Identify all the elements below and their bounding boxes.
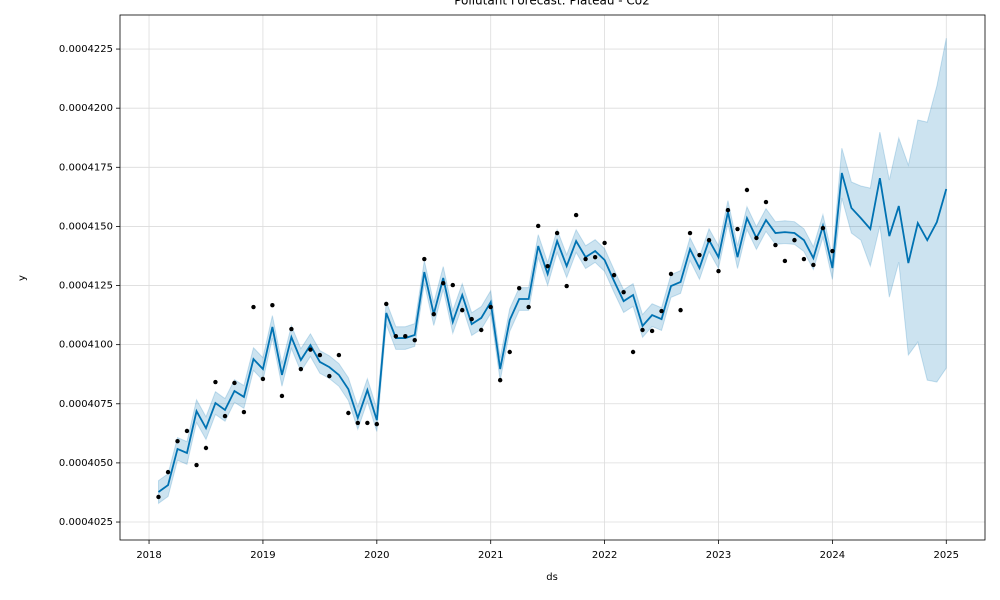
- observed-point: [554, 230, 560, 236]
- chart-title: Pollutant Forecast: Plateau - Co2: [454, 0, 650, 8]
- observed-point: [479, 327, 484, 333]
- observed-point: [279, 393, 285, 399]
- observed-point: [488, 304, 493, 310]
- observed-point: [270, 302, 275, 308]
- observed-point: [687, 230, 693, 236]
- observed-point: [431, 311, 436, 317]
- observed-point: [697, 252, 702, 258]
- observed-point: [735, 226, 740, 232]
- observed-point: [336, 352, 342, 358]
- observed-point: [782, 258, 788, 264]
- y-tick-label: 0.0004075: [59, 399, 113, 410]
- observed-point: [412, 337, 417, 343]
- x-tick-label: 2024: [820, 550, 845, 561]
- y-tick-label: 0.0004200: [59, 103, 113, 114]
- observed-point: [830, 248, 835, 254]
- observed-point: [611, 272, 617, 278]
- observed-point: [497, 377, 503, 383]
- observed-point: [422, 256, 427, 262]
- observed-point: [573, 212, 579, 218]
- x-axis-label: ds: [546, 572, 558, 583]
- observed-point: [194, 462, 199, 468]
- y-tick-label: 0.0004150: [59, 221, 113, 232]
- x-tick-label: 2022: [592, 550, 617, 561]
- observed-point: [393, 333, 399, 339]
- observed-point: [536, 223, 541, 229]
- y-tick-label: 0.0004125: [59, 281, 113, 292]
- observed-point: [327, 373, 332, 379]
- observed-point: [640, 327, 645, 333]
- observed-point: [811, 262, 816, 268]
- y-tick-label: 0.0004225: [59, 44, 113, 55]
- observed-point: [678, 307, 683, 313]
- observed-point: [792, 237, 797, 243]
- observed-point: [165, 469, 171, 475]
- observed-point: [583, 256, 588, 262]
- observed-point: [213, 379, 218, 385]
- plot-frame: [119, 14, 986, 541]
- x-tick-label: 2021: [478, 550, 503, 561]
- observed-point: [725, 207, 731, 213]
- observed-point: [507, 349, 512, 355]
- observed-point: [450, 282, 455, 288]
- observed-point: [659, 308, 664, 314]
- observed-point: [469, 316, 474, 322]
- observed-point: [175, 438, 180, 444]
- observed-point: [241, 409, 247, 415]
- observed-point: [460, 307, 465, 313]
- observed-point: [564, 283, 569, 289]
- observed-point: [251, 304, 256, 310]
- observed-point: [355, 420, 361, 426]
- observed-point: [668, 271, 674, 277]
- observed-point: [744, 187, 750, 193]
- y-tick-label: 0.0004050: [59, 458, 113, 469]
- y-tick-label: 0.0004175: [59, 162, 113, 173]
- observed-point: [754, 235, 759, 241]
- x-tick-label: 2020: [364, 550, 389, 561]
- observed-point: [763, 199, 769, 205]
- observed-point: [222, 413, 228, 419]
- observed-point: [156, 494, 161, 500]
- observed-point: [630, 349, 636, 355]
- y-tick-label: 0.0004100: [59, 340, 113, 351]
- observed-point: [298, 366, 304, 372]
- observed-point: [403, 333, 408, 339]
- observed-point: [346, 410, 351, 416]
- observed-point: [232, 380, 237, 386]
- observed-point: [365, 420, 370, 426]
- x-tick-label: 2018: [136, 550, 161, 561]
- observed-point: [203, 445, 209, 451]
- observed-point: [384, 301, 389, 307]
- y-tick-label: 0.0004025: [59, 517, 113, 528]
- observed-point: [184, 428, 190, 434]
- observed-point: [317, 352, 323, 358]
- x-tick-label: 2025: [934, 550, 959, 561]
- forecast-line: [157, 172, 948, 493]
- observed-point: [801, 256, 807, 262]
- observed-point: [592, 254, 598, 260]
- observed-point: [260, 376, 266, 382]
- observed-point: [716, 268, 721, 274]
- observed-point: [602, 240, 607, 246]
- observed-point: [374, 421, 380, 427]
- observed-point: [441, 280, 446, 286]
- observed-point: [289, 326, 294, 332]
- observed-point: [820, 225, 826, 231]
- observed-point: [773, 242, 778, 248]
- x-tick-label: 2019: [250, 550, 275, 561]
- x-tick-label: 2023: [706, 550, 731, 561]
- observed-point: [621, 289, 626, 295]
- observed-point: [649, 328, 655, 334]
- observed-point: [308, 347, 313, 352]
- observed-point: [516, 285, 522, 291]
- observed-point: [526, 304, 531, 310]
- observed-point: [706, 237, 712, 243]
- observed-point: [545, 263, 550, 269]
- y-axis-label: y: [17, 275, 28, 281]
